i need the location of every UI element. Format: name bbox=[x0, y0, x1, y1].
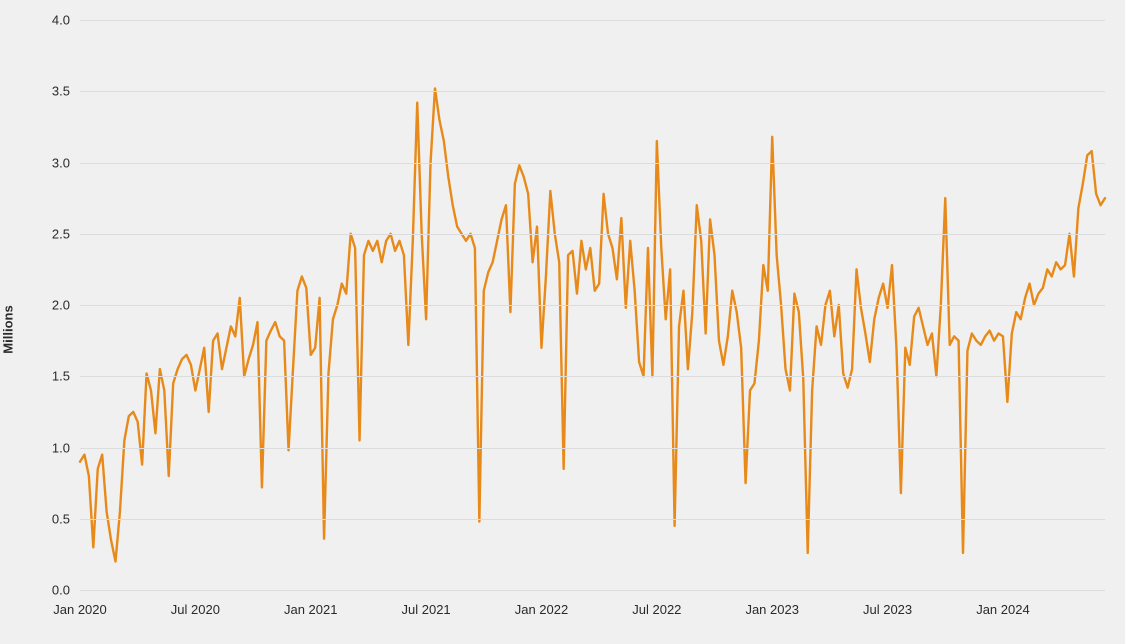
grid-line bbox=[80, 91, 1105, 92]
y-axis-label: Millions bbox=[1, 305, 16, 353]
chart-container: Millions 0.00.51.01.52.02.53.03.54.0Jan … bbox=[0, 0, 1125, 644]
grid-line bbox=[80, 305, 1105, 306]
x-tick-label: Jan 2022 bbox=[515, 602, 569, 617]
grid-line bbox=[80, 376, 1105, 377]
y-tick-label: 2.5 bbox=[52, 226, 70, 241]
grid-line bbox=[80, 590, 1105, 591]
grid-line bbox=[80, 163, 1105, 164]
y-tick-label: 3.5 bbox=[52, 84, 70, 99]
grid-line bbox=[80, 519, 1105, 520]
x-tick-label: Jul 2021 bbox=[402, 602, 451, 617]
grid-line bbox=[80, 448, 1105, 449]
y-tick-label: 0.5 bbox=[52, 511, 70, 526]
y-tick-label: 1.5 bbox=[52, 369, 70, 384]
y-tick-label: 3.0 bbox=[52, 155, 70, 170]
x-tick-label: Jul 2020 bbox=[171, 602, 220, 617]
data-line bbox=[80, 88, 1105, 561]
y-tick-label: 0.0 bbox=[52, 583, 70, 598]
x-tick-label: Jul 2023 bbox=[863, 602, 912, 617]
y-tick-label: 4.0 bbox=[52, 13, 70, 28]
x-tick-label: Jan 2021 bbox=[284, 602, 338, 617]
x-tick-label: Jan 2024 bbox=[976, 602, 1030, 617]
grid-line bbox=[80, 20, 1105, 21]
x-tick-label: Jan 2020 bbox=[53, 602, 107, 617]
x-tick-label: Jan 2023 bbox=[745, 602, 799, 617]
x-tick-label: Jul 2022 bbox=[632, 602, 681, 617]
y-tick-label: 1.0 bbox=[52, 440, 70, 455]
plot-area: 0.00.51.01.52.02.53.03.54.0Jan 2020Jul 2… bbox=[80, 20, 1105, 590]
y-tick-label: 2.0 bbox=[52, 298, 70, 313]
grid-line bbox=[80, 234, 1105, 235]
